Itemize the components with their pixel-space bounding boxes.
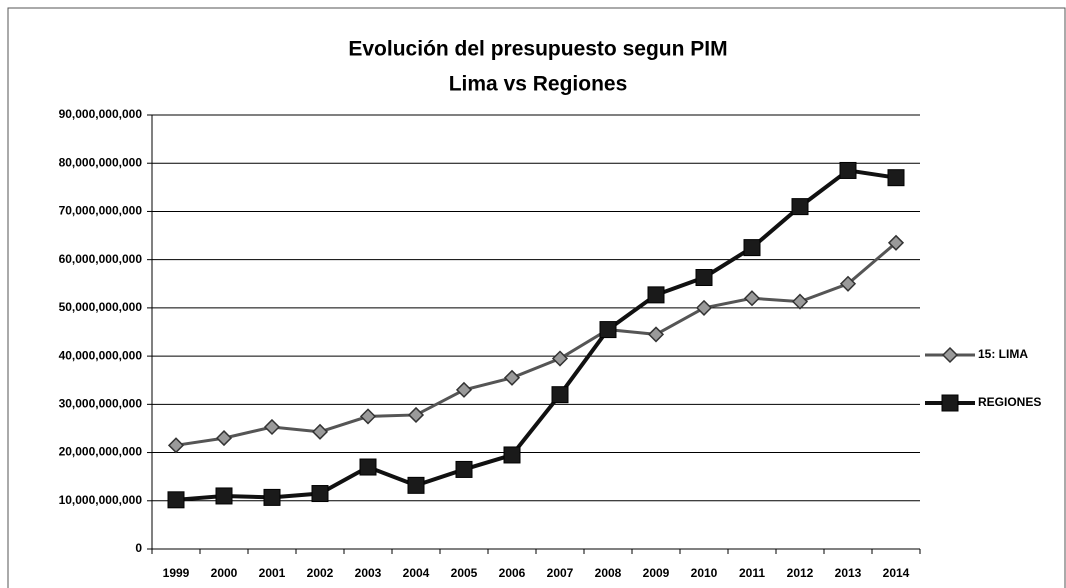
y-tick-label: 10,000,000,000 — [59, 493, 143, 507]
data-point — [599, 321, 617, 339]
data-point — [407, 476, 425, 494]
x-tick-label: 2013 — [835, 566, 862, 580]
chart-subtitle: Lima vs Regiones — [449, 73, 628, 96]
x-tick-label: 2012 — [787, 566, 814, 580]
chart-title: Evolución del presupuesto segun PIM — [348, 38, 727, 61]
data-point — [503, 446, 521, 464]
x-tick-label: 2011 — [739, 566, 765, 580]
data-point — [215, 430, 233, 447]
y-tick-label: 20,000,000,000 — [59, 445, 143, 459]
legend-label: 15: LIMA — [978, 347, 1028, 361]
data-point — [455, 460, 473, 478]
data-point — [407, 406, 425, 424]
data-point — [167, 437, 185, 454]
data-point — [839, 161, 857, 179]
data-point — [263, 418, 281, 436]
data-point — [743, 290, 761, 307]
x-tick-label: 2002 — [307, 566, 334, 580]
y-tick-label: 50,000,000,000 — [59, 300, 143, 314]
data-point — [887, 234, 905, 251]
data-point — [791, 293, 809, 310]
x-tick-label: 2007 — [547, 566, 574, 580]
x-tick-label: 2001 — [259, 566, 286, 580]
y-tick-label: 60,000,000,000 — [59, 252, 143, 266]
legend-marker — [941, 346, 959, 364]
data-point — [647, 326, 665, 343]
data-point — [695, 269, 713, 287]
data-point — [167, 491, 185, 509]
x-tick-label: 2014 — [883, 566, 910, 580]
series-line — [175, 168, 897, 502]
x-tick-label: 2005 — [451, 566, 478, 580]
series-line — [175, 241, 897, 447]
data-point — [551, 350, 569, 367]
y-tick-label: 70,000,000,000 — [59, 204, 143, 218]
y-tick-label: 90,000,000,000 — [59, 107, 143, 121]
data-point — [311, 423, 329, 440]
data-point — [263, 488, 281, 506]
x-tick-label: 1999 — [163, 566, 190, 580]
data-point — [551, 386, 569, 404]
data-point — [215, 487, 233, 505]
x-tick-label: 2009 — [643, 566, 670, 580]
y-tick-label: 80,000,000,000 — [59, 155, 143, 169]
chart-border — [7, 7, 1066, 588]
x-tick-label: 2006 — [499, 566, 526, 580]
y-tick-label: 0 — [135, 541, 142, 555]
x-tick-label: 2010 — [691, 566, 718, 580]
data-point — [311, 485, 329, 503]
x-tick-label: 2008 — [595, 566, 622, 580]
y-tick-label: 30,000,000,000 — [59, 397, 143, 411]
data-point — [887, 169, 905, 187]
x-tick-label: 2003 — [355, 566, 382, 580]
x-tick-label: 2004 — [403, 566, 430, 580]
data-point — [839, 275, 857, 292]
x-tick-label: 2000 — [211, 566, 238, 580]
data-point — [359, 408, 377, 425]
data-point — [503, 369, 521, 386]
data-point — [695, 299, 713, 316]
legend-marker — [941, 394, 959, 412]
data-point — [647, 286, 665, 304]
data-point — [455, 381, 473, 398]
y-tick-label: 40,000,000,000 — [59, 348, 143, 362]
data-point — [743, 239, 761, 257]
data-point — [791, 198, 809, 216]
legend-label: REGIONES — [978, 395, 1041, 409]
data-point — [359, 458, 377, 476]
